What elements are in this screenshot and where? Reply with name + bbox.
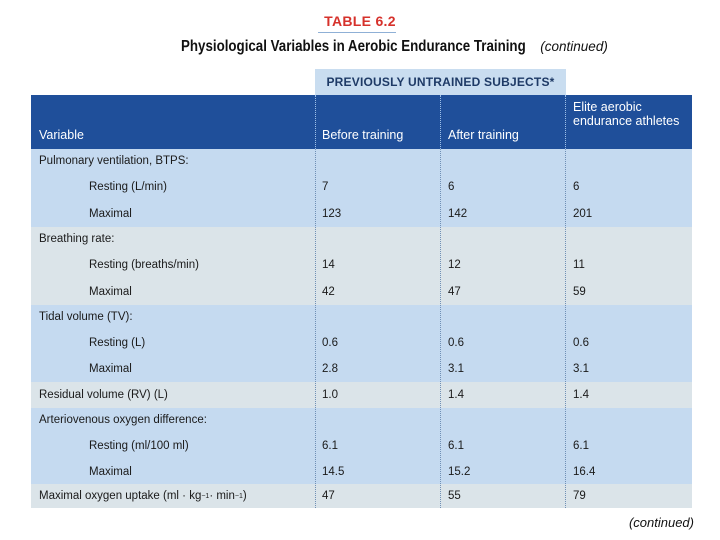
- row-label: Resting (L): [89, 336, 146, 349]
- table-row: Pulmonary ventilation, BTPS:: [31, 149, 692, 173]
- table-row: Maximal 42 47 59: [31, 278, 692, 305]
- table-row: Arteriovenous oxygen difference:: [31, 408, 692, 432]
- cell-after: 15.2: [448, 466, 471, 478]
- cell-elite: 3.1: [573, 363, 589, 375]
- row-label: Breathing rate:: [39, 233, 115, 245]
- table-row: Tidal volume (TV):: [31, 305, 692, 329]
- header-divider: [315, 95, 316, 149]
- cell-after: 1.4: [448, 389, 464, 401]
- row-label: Tidal volume (TV):: [39, 311, 133, 323]
- cell-elite: 1.4: [573, 389, 589, 401]
- cell-after: 6: [448, 180, 455, 193]
- row-label: Residual volume (RV) (L): [39, 389, 168, 401]
- cell-after: 6.1: [448, 440, 464, 452]
- cell-after: 0.6: [448, 336, 464, 349]
- table-row: Resting (breaths/min) 14 12 11: [31, 251, 692, 278]
- cell-before: 2.8: [322, 363, 338, 375]
- row-label: Maximal: [89, 207, 132, 220]
- table-row: Residual volume (RV) (L) 1.0 1.4 1.4: [31, 382, 692, 408]
- row-label: Resting (L/min): [89, 180, 167, 193]
- table-header: Variable Before training After training …: [31, 95, 692, 149]
- table-row: Resting (ml/100 ml) 6.1 6.1 6.1: [31, 432, 692, 460]
- superscript: −1: [201, 492, 210, 500]
- cell-elite: 11: [573, 258, 585, 271]
- cell-elite: 0.6: [573, 336, 589, 349]
- col-header-after: After training: [448, 128, 519, 142]
- cell-after: 47: [448, 285, 461, 298]
- table-row: Maximal 14.5 15.2 16.4: [31, 460, 692, 484]
- cell-before: 14: [322, 258, 335, 271]
- cell-before: 6.1: [322, 440, 338, 452]
- row-label-text: Maximal oxygen uptake (ml · kg: [39, 490, 202, 502]
- cell-after: 3.1: [448, 363, 464, 375]
- table-row: Resting (L/min) 7 6 6: [31, 173, 692, 200]
- row-label: Maximal: [89, 466, 132, 478]
- column-divider: [440, 149, 441, 508]
- cell-before: 7: [322, 180, 329, 193]
- title-continued: (continued): [540, 39, 608, 54]
- cell-after: 12: [448, 258, 461, 271]
- col-header-variable: Variable: [39, 128, 84, 142]
- row-label: Resting (breaths/min): [89, 258, 199, 271]
- header-divider: [440, 95, 441, 149]
- cell-before: 14.5: [322, 466, 345, 478]
- cell-before: 123: [322, 207, 342, 220]
- column-divider: [315, 149, 316, 508]
- row-label: Arteriovenous oxygen difference:: [39, 414, 207, 426]
- footer-continued: (continued): [628, 515, 694, 530]
- table-row: Breathing rate:: [31, 227, 692, 251]
- row-label-text: · min: [209, 490, 235, 502]
- cell-after: 142: [448, 207, 468, 220]
- cell-before: 42: [322, 285, 335, 298]
- column-divider: [565, 149, 566, 508]
- row-label-text: ): [242, 490, 247, 502]
- cell-elite: 59: [573, 285, 586, 298]
- cell-elite: 79: [573, 490, 586, 502]
- col-header-before: Before training: [322, 128, 404, 142]
- row-label: Maximal oxygen uptake (ml · kg −1 · min −1…: [39, 484, 247, 508]
- row-label: Resting (ml/100 ml): [89, 440, 189, 452]
- table-row: Maximal 2.8 3.1 3.1: [31, 356, 692, 382]
- cell-elite: 6.1: [573, 440, 589, 452]
- table-row: Maximal 123 142 201: [31, 200, 692, 227]
- header-divider: [565, 95, 566, 149]
- row-label: Maximal: [89, 285, 132, 298]
- group-header: PREVIOUSLY UNTRAINED SUBJECTS*: [315, 69, 566, 95]
- table-label-underline: [318, 32, 396, 33]
- row-label: Maximal: [89, 363, 132, 375]
- col-header-elite: Elite aerobic endurance athletes: [573, 100, 680, 128]
- cell-after: 55: [448, 490, 461, 502]
- cell-before: 0.6: [322, 336, 338, 349]
- table-row: Maximal oxygen uptake (ml · kg −1 · min −1…: [31, 484, 692, 508]
- cell-elite: 201: [573, 207, 593, 220]
- row-label: Pulmonary ventilation, BTPS:: [39, 155, 189, 167]
- table-title-row: Physiological Variables in Aerobic Endur…: [181, 38, 608, 56]
- cell-before: 47: [322, 490, 335, 502]
- table-row: Resting (L) 0.6 0.6 0.6: [31, 329, 692, 356]
- superscript: −1: [234, 492, 243, 500]
- table-label: TABLE 6.2: [324, 13, 396, 29]
- cell-elite: 16.4: [573, 466, 596, 478]
- cell-elite: 6: [573, 180, 580, 193]
- table-title: Physiological Variables in Aerobic Endur…: [181, 38, 526, 55]
- cell-before: 1.0: [322, 389, 338, 401]
